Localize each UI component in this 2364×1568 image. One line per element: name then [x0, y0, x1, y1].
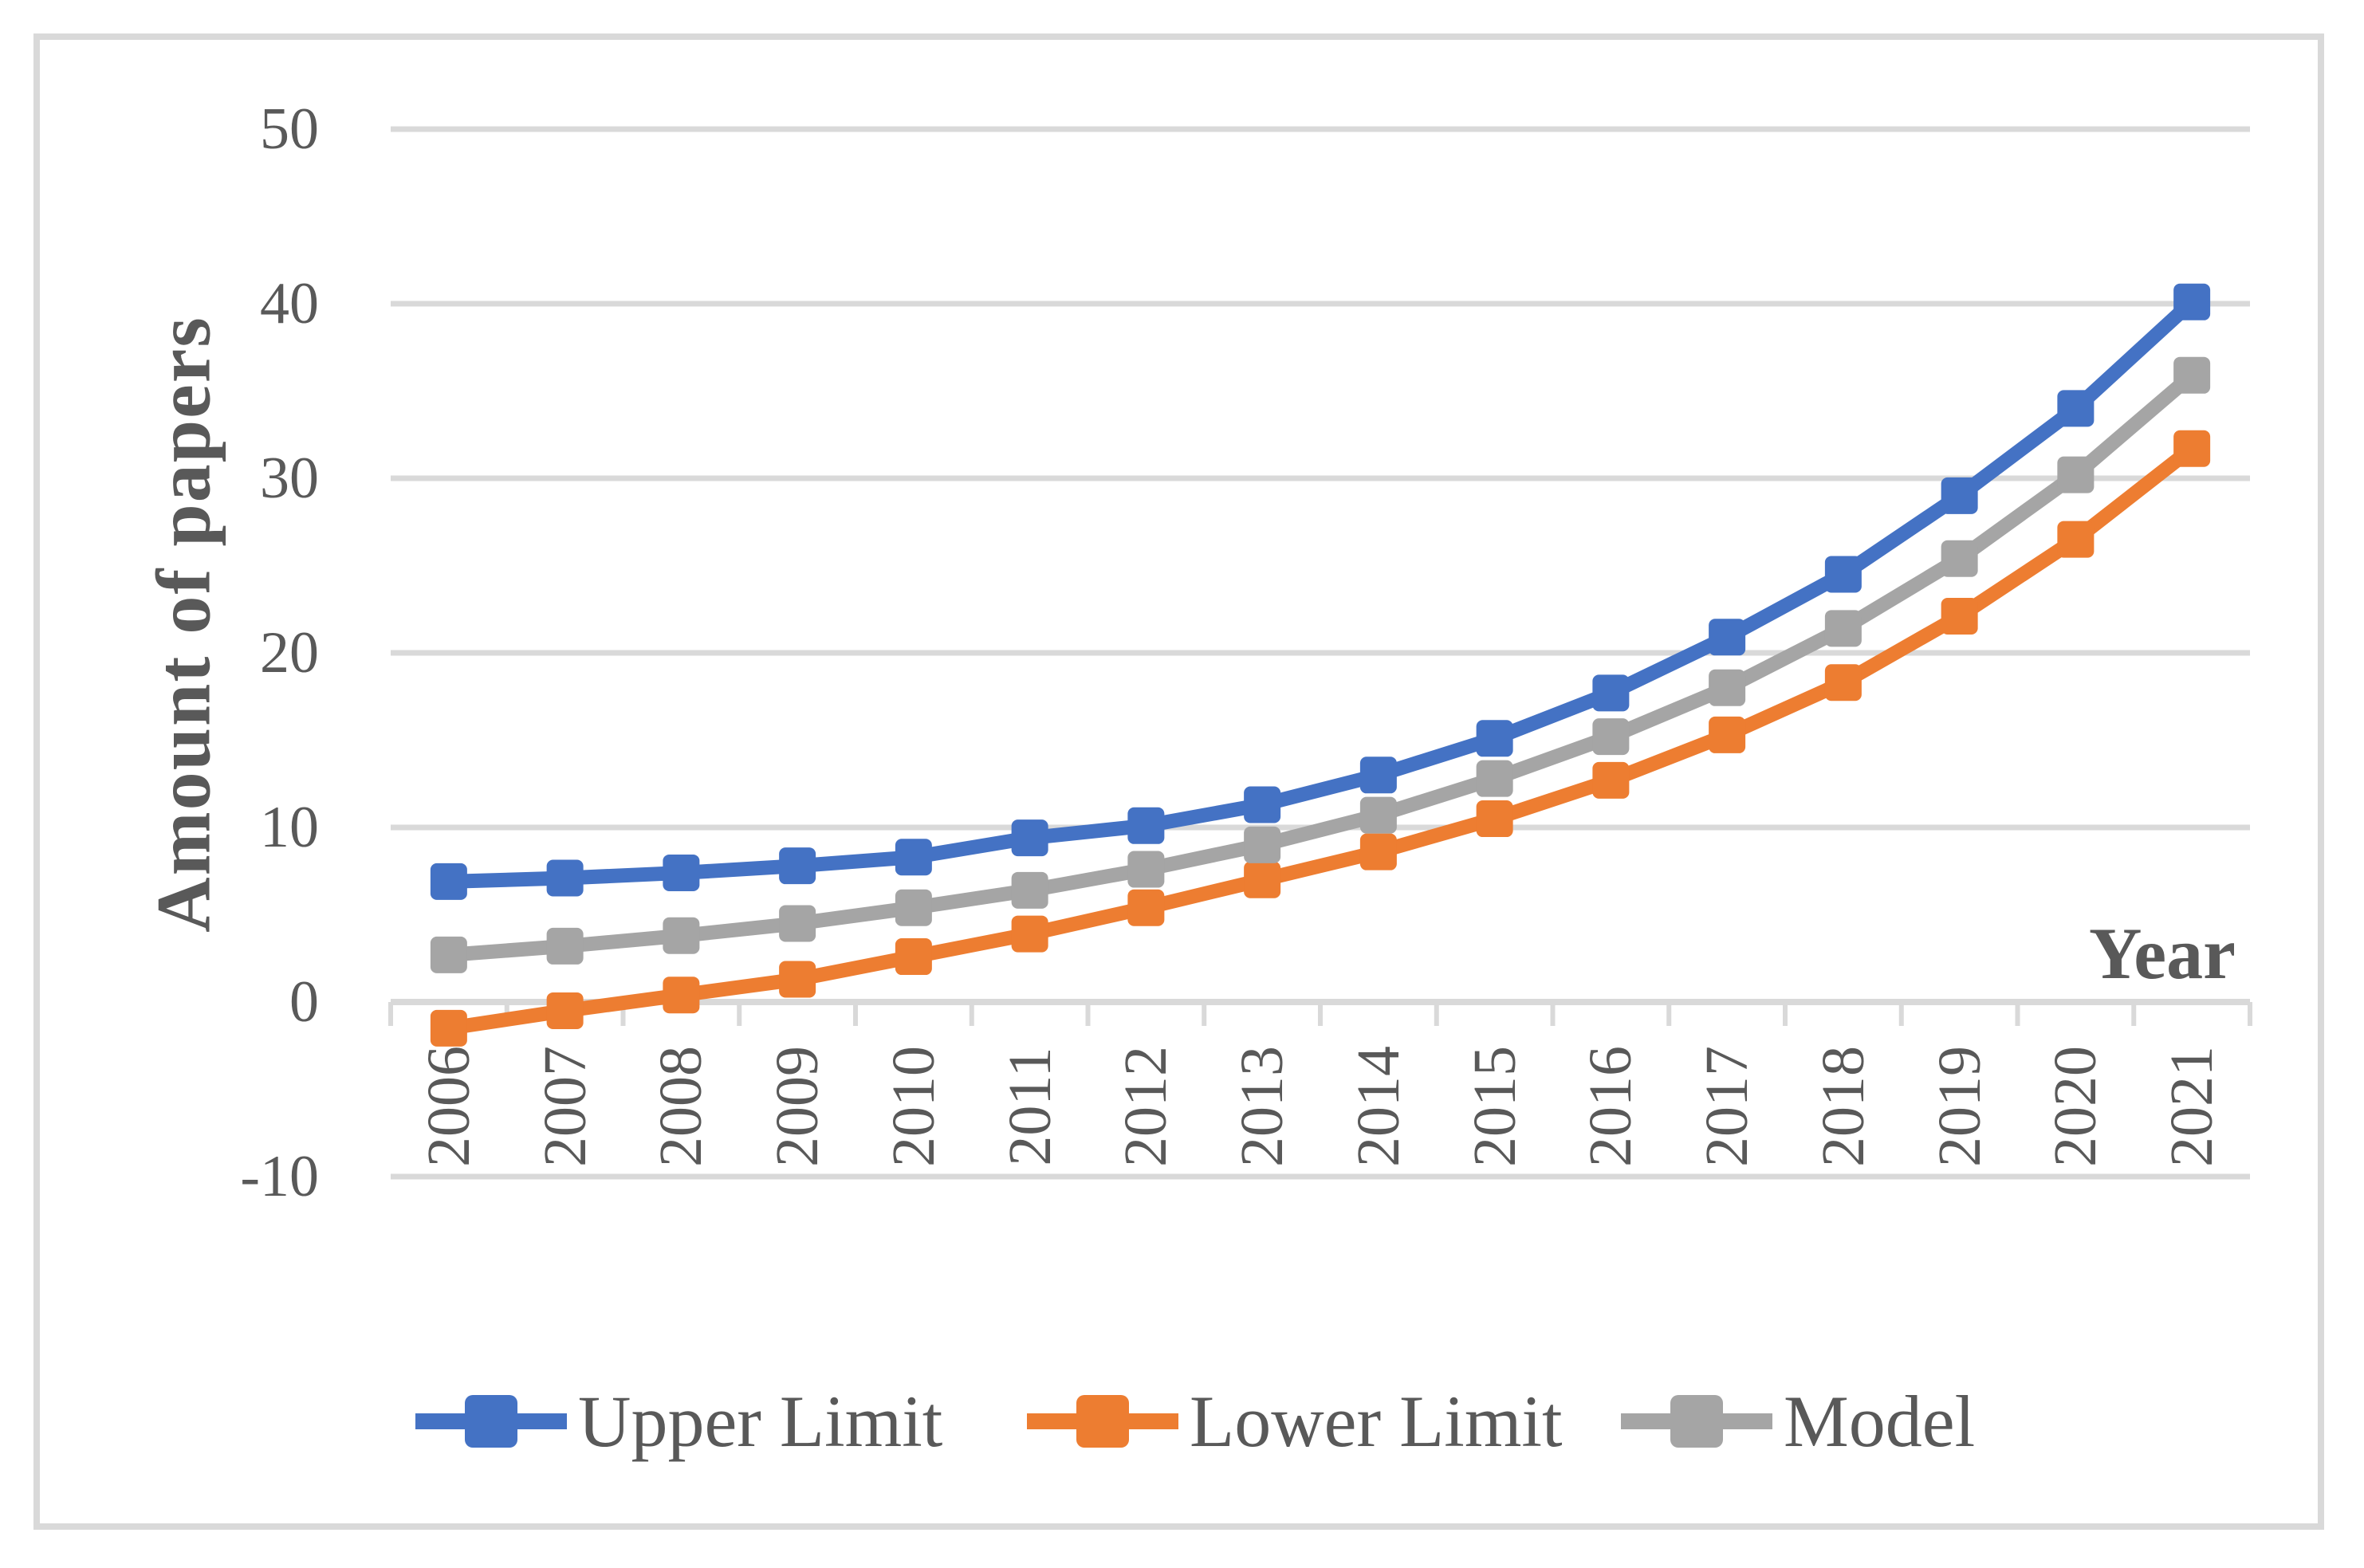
lower-limit-line-marker-icon — [1027, 1395, 1178, 1448]
x-tick-label-2017: 2017 — [1693, 1046, 1761, 1167]
marker-model-2011 — [1011, 871, 1048, 909]
marker-model-2014 — [1359, 796, 1397, 834]
marker-model-2017 — [1709, 669, 1746, 706]
marker-upper-limit-2021 — [2173, 283, 2211, 320]
legend-item-upper-limit: Upper Limit — [415, 1385, 942, 1458]
marker-model-2006 — [430, 936, 467, 973]
y-tick-label-40: 40 — [260, 271, 319, 336]
marker-model-2015 — [1476, 760, 1513, 797]
x-tick-label-2015: 2015 — [1461, 1046, 1528, 1167]
x-tick-label-2012: 2012 — [1112, 1046, 1180, 1167]
marker-upper-limit-2020 — [2057, 390, 2095, 427]
x-tick-label-2016: 2016 — [1577, 1046, 1645, 1167]
marker-lower-limit-2008 — [663, 977, 700, 1014]
marker-upper-limit-2016 — [1592, 674, 1630, 712]
y-tick-label-10: 10 — [260, 795, 319, 860]
marker-lower-limit-2016 — [1592, 761, 1630, 799]
marker-upper-limit-2019 — [1941, 477, 1978, 514]
marker-lower-limit-2017 — [1709, 716, 1746, 753]
y-tick-label-30: 30 — [260, 446, 319, 511]
x-axis-title: Year — [2089, 913, 2236, 994]
marker-lower-limit-2021 — [2173, 430, 2211, 467]
x-tick-label-2019: 2019 — [1925, 1046, 1993, 1167]
marker-lower-limit-2007 — [546, 992, 584, 1029]
marker-model-2021 — [2173, 356, 2211, 394]
marker-upper-limit-2011 — [1011, 819, 1048, 857]
marker-upper-limit-2013 — [1244, 786, 1281, 823]
marker-lower-limit-2013 — [1244, 861, 1281, 898]
x-tick-label-2007: 2007 — [531, 1046, 599, 1167]
y-tick-label--10: -10 — [240, 1144, 319, 1209]
marker-model-2007 — [546, 927, 584, 965]
marker-model-2008 — [663, 917, 700, 954]
y-tick-label-50: 50 — [260, 96, 319, 162]
marker-upper-limit-2014 — [1359, 756, 1397, 794]
marker-upper-limit-2015 — [1476, 720, 1513, 757]
marker-lower-limit-2019 — [1941, 598, 1978, 635]
upper-limit-line-marker-icon — [415, 1395, 567, 1448]
marker-model-2013 — [1244, 826, 1281, 863]
x-tick-label-2013: 2013 — [1229, 1046, 1296, 1167]
marker-upper-limit-2007 — [546, 859, 584, 897]
legend-label-lower-limit: Lower Limit — [1190, 1381, 1563, 1462]
model-line-marker-icon — [1621, 1395, 1772, 1448]
x-tick-label-2021: 2021 — [2158, 1046, 2226, 1167]
marker-lower-limit-2012 — [1127, 889, 1165, 926]
marker-lower-limit-2018 — [1824, 664, 1862, 701]
marker-upper-limit-2017 — [1709, 619, 1746, 656]
marker-model-2018 — [1824, 610, 1862, 647]
marker-model-2016 — [1592, 718, 1630, 756]
legend-item-model: Model — [1621, 1385, 1975, 1458]
marker-lower-limit-2014 — [1359, 833, 1397, 870]
series-line-upper-limit — [441, 294, 2200, 889]
x-tick-label-2011: 2011 — [996, 1047, 1064, 1166]
marker-lower-limit-2010 — [895, 938, 932, 976]
marker-upper-limit-2009 — [779, 847, 816, 885]
y-tick-label-20: 20 — [260, 620, 319, 686]
x-tick-label-2008: 2008 — [647, 1046, 715, 1167]
x-tick-label-2020: 2020 — [2042, 1046, 2110, 1167]
x-tick-label-2010: 2010 — [879, 1046, 947, 1167]
marker-model-2012 — [1127, 851, 1165, 888]
marker-lower-limit-2011 — [1011, 915, 1048, 953]
marker-upper-limit-2008 — [663, 854, 700, 891]
x-tick-label-2014: 2014 — [1344, 1046, 1412, 1167]
marker-model-2010 — [895, 889, 932, 926]
chart-outer-border — [33, 33, 2324, 1530]
x-tick-label-2018: 2018 — [1809, 1046, 1877, 1167]
x-tick-label-2006: 2006 — [415, 1046, 482, 1167]
series-line-model — [441, 367, 2200, 962]
marker-upper-limit-2006 — [430, 863, 467, 900]
marker-lower-limit-2015 — [1476, 800, 1513, 838]
marker-lower-limit-2006 — [430, 1009, 467, 1047]
marker-upper-limit-2010 — [895, 839, 932, 876]
marker-model-2020 — [2057, 456, 2095, 493]
marker-model-2019 — [1941, 540, 1978, 577]
marker-model-2009 — [779, 905, 816, 942]
legend-label-upper-limit: Upper Limit — [578, 1381, 943, 1462]
marker-upper-limit-2012 — [1127, 807, 1165, 844]
series-line-lower-limit — [441, 441, 2200, 1036]
legend-label-model: Model — [1784, 1381, 1976, 1462]
marker-lower-limit-2009 — [779, 961, 816, 998]
legend-item-lower-limit: Lower Limit — [1027, 1385, 1563, 1458]
marker-upper-limit-2018 — [1824, 556, 1862, 593]
marker-lower-limit-2020 — [2057, 521, 2095, 558]
y-tick-label-0: 0 — [289, 969, 319, 1035]
x-tick-label-2009: 2009 — [764, 1046, 832, 1167]
